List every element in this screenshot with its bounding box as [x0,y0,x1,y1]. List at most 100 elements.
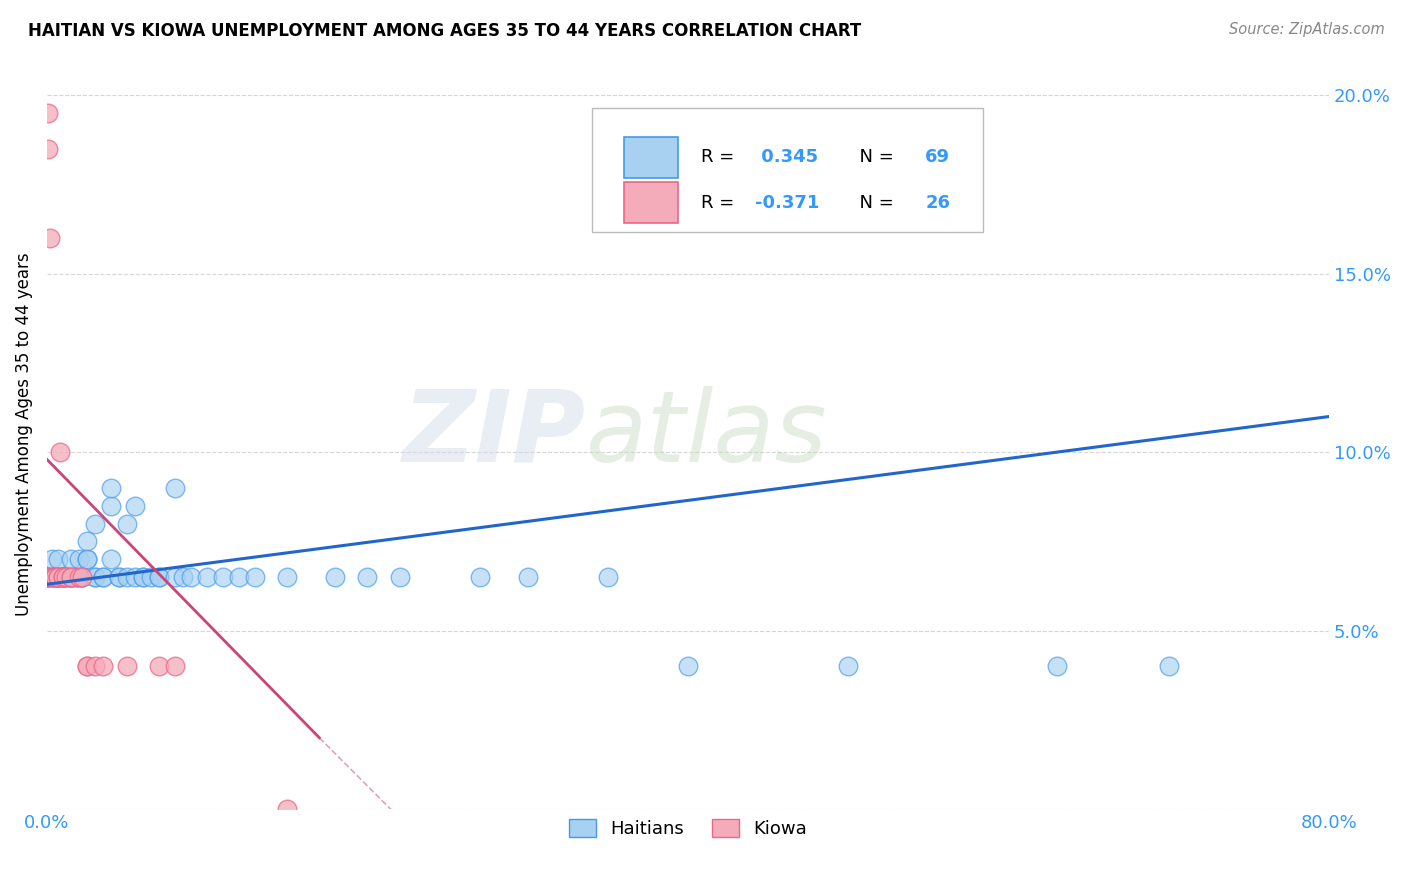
Point [388,570,411,584]
Point [180,570,202,584]
Point [70,570,93,584]
Point [35,570,58,584]
Point [52,570,75,584]
Point [37,106,59,120]
Point [100,499,122,513]
Point [67,570,90,584]
Point [84,570,107,584]
Point [165,481,187,495]
Text: R =: R = [700,148,740,166]
Point [65,570,87,584]
Point [91,570,114,584]
Point [84,659,107,673]
Point [1157,659,1180,673]
Point [52,570,75,584]
Point [46,570,69,584]
Point [59,570,82,584]
Point [44,570,66,584]
Point [35,570,58,584]
Text: 69: 69 [925,148,950,166]
Point [276,802,298,816]
Point [212,570,235,584]
Point [1046,659,1069,673]
Point [46,570,69,584]
Point [124,499,146,513]
Point [41,570,63,584]
Point [124,570,146,584]
Point [59,570,82,584]
Point [139,570,162,584]
Point [172,570,194,584]
Text: atlas: atlas [585,386,827,483]
Point [67,570,90,584]
Point [55,570,77,584]
Point [39,231,62,245]
Point [100,552,122,566]
Point [108,570,131,584]
Point [35,570,58,584]
Point [165,570,187,584]
Point [516,570,538,584]
Point [41,570,63,584]
Point [468,570,491,584]
Point [67,552,90,566]
Point [148,570,170,584]
Point [76,659,98,673]
Point [76,534,98,549]
Point [676,659,699,673]
Legend: Haitians, Kiowa: Haitians, Kiowa [562,812,814,845]
Point [165,659,187,673]
Point [70,570,93,584]
Point [52,570,75,584]
Point [115,570,138,584]
Point [91,570,114,584]
Point [84,516,107,531]
Point [44,570,66,584]
Point [35,570,58,584]
Point [42,570,65,584]
Point [41,570,63,584]
Bar [624,182,678,223]
Point [65,570,87,584]
Point [148,659,170,673]
Point [245,570,267,584]
Point [59,570,82,584]
Point [59,570,82,584]
Point [325,570,347,584]
Point [596,570,619,584]
Point [76,659,98,673]
Point [276,570,298,584]
Text: Source: ZipAtlas.com: Source: ZipAtlas.com [1229,22,1385,37]
Point [100,481,122,495]
Bar [624,136,678,178]
Text: N =: N = [848,148,900,166]
Point [46,570,69,584]
Text: 26: 26 [925,194,950,211]
Point [132,570,155,584]
Text: ZIP: ZIP [402,386,585,483]
Point [59,570,82,584]
Point [108,570,131,584]
Point [59,552,82,566]
Point [35,570,58,584]
Text: N =: N = [848,194,900,211]
Point [52,570,75,584]
Point [46,552,69,566]
Text: HAITIAN VS KIOWA UNEMPLOYMENT AMONG AGES 35 TO 44 YEARS CORRELATION CHART: HAITIAN VS KIOWA UNEMPLOYMENT AMONG AGES… [28,22,862,40]
Text: 0.345: 0.345 [755,148,818,166]
Point [228,570,250,584]
FancyBboxPatch shape [592,108,983,232]
Point [46,570,69,584]
Point [35,570,58,584]
Point [55,570,77,584]
Point [46,570,69,584]
Point [115,659,138,673]
Point [195,570,218,584]
Y-axis label: Unemployment Among Ages 35 to 44 years: Unemployment Among Ages 35 to 44 years [15,252,32,616]
Point [41,552,63,566]
Point [84,570,107,584]
Point [91,659,114,673]
Point [76,552,98,566]
Text: -0.371: -0.371 [755,194,820,211]
Point [55,570,77,584]
